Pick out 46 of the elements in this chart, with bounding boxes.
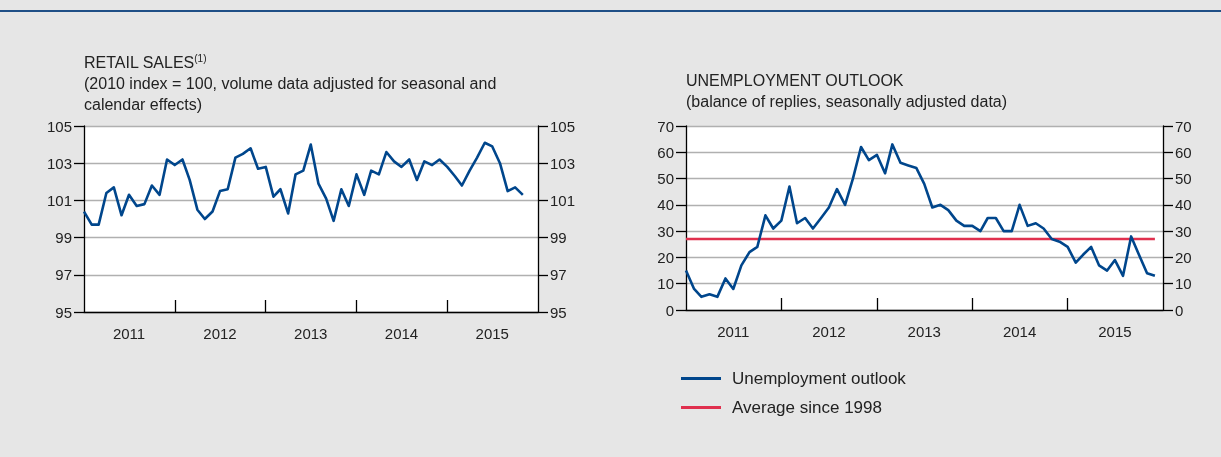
y-tick-label: 70	[657, 117, 674, 135]
chart-subtitle: (2010 index = 100, volume data adjusted for seasonal and calendar effects)	[84, 74, 498, 116]
chart-title: UNEMPLOYMENT OUTLOOK	[686, 71, 905, 91]
y-tick-label: 0	[665, 301, 674, 319]
y2-tick-label: 20	[1175, 248, 1192, 266]
y2-tick-label: 95	[550, 303, 567, 321]
y-tick-label: 95	[55, 303, 72, 321]
y2-tick-label: 99	[550, 229, 567, 247]
x-tick-label: 2015	[475, 325, 509, 342]
y-tick-label: 50	[657, 170, 674, 188]
y2-tick-label: 30	[1175, 222, 1192, 240]
y2-tick-label: 60	[1175, 143, 1192, 161]
y2-tick-label: 40	[1175, 196, 1192, 214]
y-tick-label: 40	[657, 196, 674, 214]
legend-label: Unemployment outlook	[732, 369, 907, 388]
y-tick-label: 101	[46, 191, 72, 209]
line-series	[684, 143, 1157, 299]
x-tick-label: 2011	[112, 325, 146, 342]
y-tick-label: 99	[55, 229, 72, 247]
y2-tick-label: 70	[1175, 117, 1192, 135]
y2-tick-label: 0	[1175, 301, 1184, 319]
y2-tick-label: 105	[550, 117, 576, 135]
y2-tick-label: 101	[550, 191, 576, 209]
y2-tick-label: 50	[1175, 170, 1192, 188]
x-tick-label: 2014	[1002, 323, 1037, 340]
y2-tick-label: 10	[1175, 275, 1192, 293]
chart-title: RETAIL SALES$^{(1)}$	[84, 52, 208, 74]
x-tick-label: 2015	[1098, 323, 1132, 340]
x-tick-label: 2011	[717, 323, 750, 340]
y2-tick-label: 97	[550, 266, 567, 284]
y-tick-label: 103	[46, 154, 72, 172]
legend-label: Average since 1998	[732, 398, 882, 417]
y2-tick-label: 103	[550, 154, 576, 172]
y-tick-label: 20	[657, 248, 674, 266]
x-tick-label: 2013	[907, 323, 941, 340]
y-tick-label: 60	[657, 143, 674, 161]
y-tick-label: 30	[657, 222, 674, 240]
y-tick-label: 97	[55, 266, 72, 284]
chart-subtitle: (balance of replies, seasonally adjusted data)	[686, 92, 1009, 112]
x-tick-label: 2014	[384, 325, 419, 342]
y-tick-label: 10	[657, 275, 674, 293]
x-tick-label: 2012	[203, 325, 237, 342]
line-series	[82, 141, 525, 226]
y-tick-label: 105	[46, 117, 72, 135]
x-tick-label: 2013	[294, 325, 328, 342]
x-tick-label: 2012	[812, 323, 846, 340]
